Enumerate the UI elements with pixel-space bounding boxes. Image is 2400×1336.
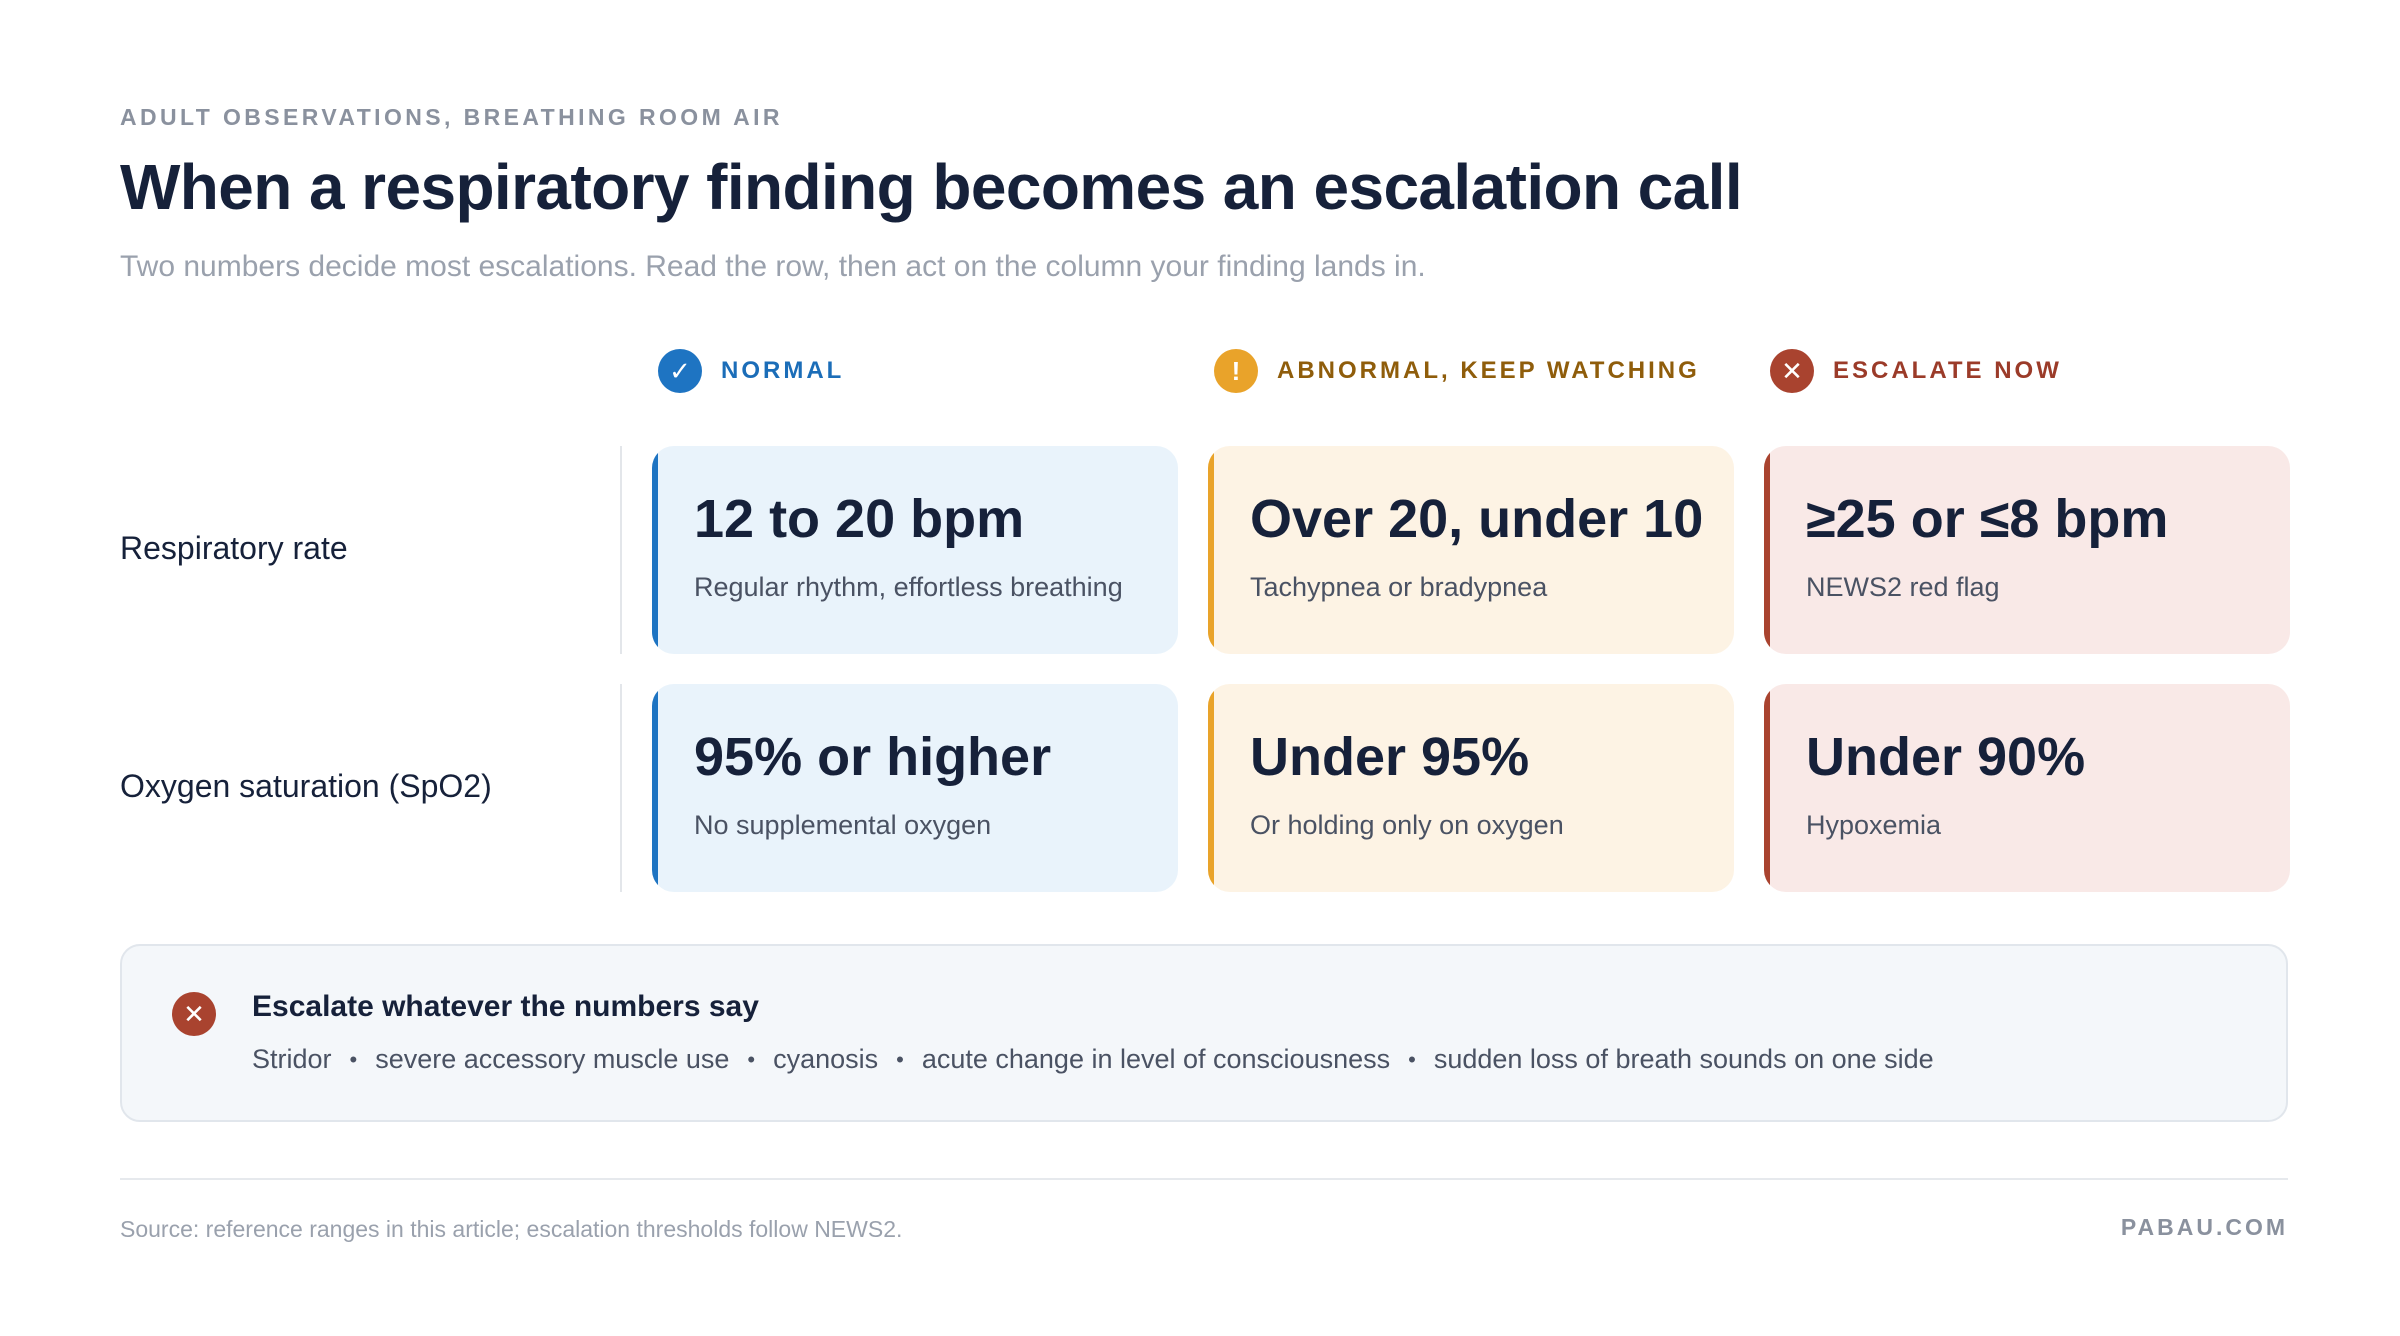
- row-label-respiratory-rate: Respiratory rate: [120, 530, 348, 566]
- bullet-separator: •: [747, 1046, 756, 1072]
- source-note: Source: reference ranges in this article…: [120, 1216, 903, 1242]
- cell-value: ≥25 or ≤8 bpm: [1806, 489, 2169, 549]
- cell-value: Over 20, under 10: [1250, 489, 1704, 549]
- footer-divider: [120, 1178, 2288, 1180]
- accent-bar: [652, 446, 658, 654]
- cell-spo2-normal: 95% or higher No supplemental oxygen: [652, 684, 1178, 892]
- callout-items: Stridor • severe accessory muscle use • …: [252, 1044, 1934, 1075]
- accent-bar: [1208, 446, 1214, 654]
- cell-note: NEWS2 red flag: [1806, 572, 2000, 602]
- column-header-normal: ✓ NORMAL: [658, 348, 844, 394]
- cell-rr-normal: 12 to 20 bpm Regular rhythm, effortless …: [652, 446, 1178, 654]
- accent-bar: [1208, 684, 1214, 892]
- check-icon: ✓: [658, 349, 702, 393]
- row-divider: [620, 446, 622, 654]
- cell-rr-escalate: ≥25 or ≤8 bpm NEWS2 red flag: [1764, 446, 2290, 654]
- cell-note: Regular rhythm, effortless breathing: [694, 572, 1123, 602]
- infographic: ADULT OBSERVATIONS, BREATHING ROOM AIR W…: [120, 0, 2290, 1336]
- exclamation-icon: !: [1214, 349, 1258, 393]
- cell-note: No supplemental oxygen: [694, 810, 992, 840]
- callout-item: sudden loss of breath sounds on one side: [1433, 1044, 1934, 1074]
- cell-spo2-abnormal: Under 95% Or holding only on oxygen: [1208, 684, 1734, 892]
- row-divider: [620, 684, 622, 892]
- cell-note: Tachypnea or bradypnea: [1250, 572, 1548, 602]
- cell-note: Hypoxemia: [1806, 810, 1942, 840]
- x-icon: ✕: [1770, 349, 1814, 393]
- eyebrow: ADULT OBSERVATIONS, BREATHING ROOM AIR: [120, 104, 783, 130]
- page-title: When a respiratory finding becomes an es…: [120, 151, 1743, 223]
- column-header-escalate: ✕ ESCALATE NOW: [1770, 348, 2062, 394]
- bullet-separator: •: [1408, 1046, 1416, 1072]
- cell-rr-abnormal: Over 20, under 10 Tachypnea or bradypnea: [1208, 446, 1734, 654]
- x-icon: ✕: [172, 992, 216, 1036]
- cell-value: Under 90%: [1806, 727, 2086, 787]
- callout-heading: Escalate whatever the numbers say: [252, 990, 759, 1023]
- cell-value: 12 to 20 bpm: [694, 489, 1025, 549]
- escalation-callout: ✕ Escalate whatever the numbers say Stri…: [120, 944, 2288, 1122]
- column-label: ESCALATE NOW: [1833, 357, 2062, 384]
- cell-spo2-escalate: Under 90% Hypoxemia: [1764, 684, 2290, 892]
- bullet-separator: •: [349, 1046, 358, 1072]
- bullet-separator: •: [896, 1046, 904, 1072]
- callout-item: Stridor: [252, 1044, 332, 1074]
- accent-bar: [1764, 684, 1770, 892]
- callout-item: cyanosis: [773, 1044, 879, 1074]
- column-header-abnormal: ! ABNORMAL, KEEP WATCHING: [1214, 348, 1700, 394]
- accent-bar: [1764, 446, 1770, 654]
- callout-item: acute change in level of consciousness: [921, 1044, 1391, 1074]
- cell-value: 95% or higher: [694, 727, 1052, 787]
- page-subtitle: Two numbers decide most escalations. Rea…: [120, 250, 1426, 283]
- brand-link[interactable]: PABAU.COM: [2120, 1214, 2288, 1240]
- column-label: NORMAL: [721, 357, 845, 384]
- column-label: ABNORMAL, KEEP WATCHING: [1277, 357, 1700, 384]
- cell-value: Under 95%: [1250, 727, 1530, 787]
- callout-item: severe accessory muscle use: [375, 1044, 730, 1074]
- cell-note: Or holding only on oxygen: [1250, 810, 1564, 840]
- accent-bar: [652, 684, 658, 892]
- row-label-oxygen-saturation: Oxygen saturation (SpO2): [120, 768, 492, 804]
